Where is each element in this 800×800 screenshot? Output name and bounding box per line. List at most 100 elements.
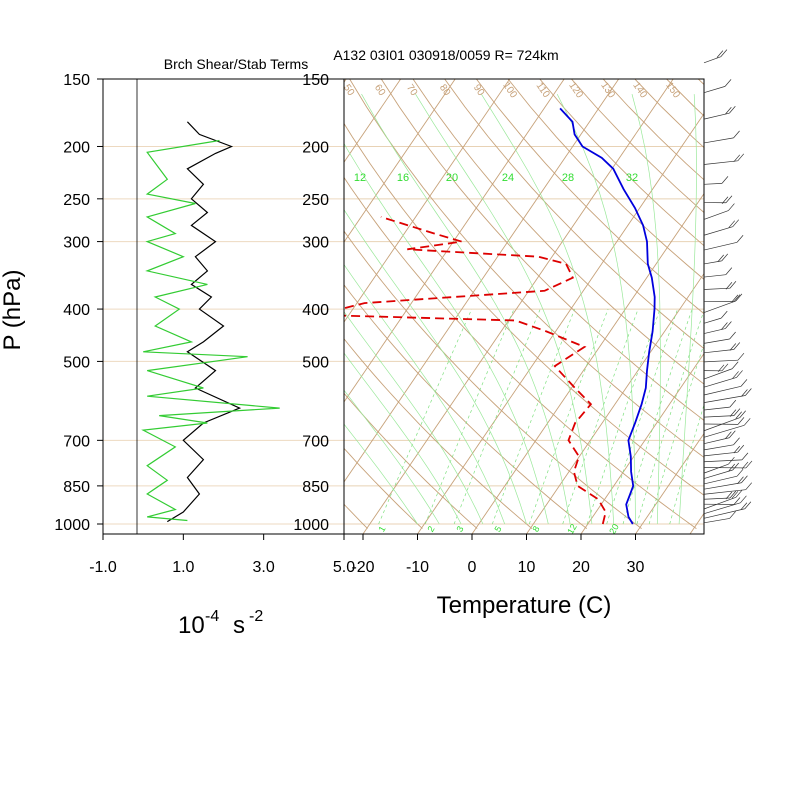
wind-barb-feather (721, 176, 729, 184)
wind-barb-feather (717, 254, 725, 263)
units-base: 10 (178, 612, 205, 639)
dry-adiabat (724, 0, 800, 529)
theta-label: 50 (341, 83, 357, 99)
wind-barb-feather (728, 463, 736, 472)
mixing-ratio-bottom-label: 12 (565, 522, 579, 536)
right-x-tick-label: 0 (468, 559, 477, 576)
wind-barb-feather (725, 281, 733, 290)
left-y-tick-label: 1000 (54, 517, 90, 534)
wind-barb-feather (725, 491, 733, 500)
wind-barb-feather (728, 456, 735, 465)
wind-barb-feather (745, 482, 753, 490)
isotherm (344, 79, 565, 403)
right-x-ticks: -20 -10 0 10 20 30 (351, 534, 645, 576)
mixing-ratio-bottom-label: 20 (607, 522, 621, 536)
wind-barb-staff (703, 469, 733, 479)
right-y-tick-label: 700 (302, 433, 329, 450)
right-x-tick-label: -10 (406, 559, 429, 576)
moist-adiabat (415, 93, 593, 525)
mixing-ratio-line (622, 308, 693, 525)
left-y-tick-label: 700 (63, 433, 90, 450)
wind-barb-staff (703, 395, 746, 403)
left-series-line-1 (141, 139, 280, 522)
right-x-tick-label: 20 (572, 559, 590, 576)
isotherm (580, 352, 704, 534)
wind-barb-staff (703, 368, 733, 380)
mixing-ratio-label: 20 (446, 172, 458, 184)
dry-adiabat (696, 0, 800, 529)
left-panel-title: Brch Shear/Stab Terms (164, 56, 308, 72)
wind-barbs (703, 49, 753, 524)
wind-barb-feather (741, 461, 749, 470)
theta-label: 90 (471, 83, 487, 99)
isotherm (417, 112, 704, 534)
wind-barb-feather (737, 153, 745, 162)
wind-barb-staff (703, 437, 730, 445)
wind-barb-feather (741, 389, 748, 397)
wind-barb-feather (735, 293, 743, 302)
wind-barb-feather (740, 379, 748, 387)
wind-barb-feather (725, 431, 732, 439)
wind-barb-staff (703, 508, 745, 519)
wind-barb-feather (717, 364, 725, 373)
wind-barb-staff (703, 459, 742, 463)
right-x-tick-label: -20 (351, 559, 374, 576)
wind-barb-feather (735, 411, 742, 419)
wind-barb-staff (703, 210, 729, 220)
wind-barb-staff (703, 463, 729, 474)
wind-barb-staff (703, 417, 740, 432)
theta-label: 120 (566, 80, 585, 100)
mixing-ratio-line (424, 308, 515, 525)
theta-label: 100 (500, 80, 519, 100)
wind-barb-feather (736, 468, 744, 477)
dry-adiabat (570, 79, 704, 214)
wind-barb-staff (703, 317, 722, 324)
dry-adiabat (507, 79, 704, 280)
units-label: 10 -4 s -2 (178, 608, 263, 639)
wind-barb-staff (703, 287, 730, 290)
moist-adiabat (556, 93, 636, 525)
mixing-ratio-line (378, 308, 473, 525)
wind-barb-feather (732, 219, 740, 227)
wind-barb-feather (725, 195, 733, 203)
right-x-tick-label: 30 (627, 559, 645, 576)
mixing-ratio-line (606, 308, 678, 525)
wind-barb-feather (741, 452, 749, 461)
moist-adiabat (344, 423, 418, 525)
mixing-ratio-label: 28 (562, 172, 574, 184)
wind-barb-feather (729, 280, 737, 289)
left-y-tick-label: 250 (63, 192, 90, 209)
isotherm (526, 272, 704, 534)
moist-adiabat (481, 93, 615, 525)
wind-barb-feather (733, 154, 741, 163)
moist-adiabat (344, 389, 440, 525)
left-y-tick-label: 300 (63, 235, 90, 252)
wind-barb-feather (744, 501, 752, 509)
wind-barb-feather (735, 490, 743, 498)
skew-t-series (344, 107, 656, 525)
wind-barb-staff (703, 424, 745, 438)
isotherm (471, 192, 704, 534)
wind-barb-feather (721, 253, 729, 262)
left-x-tick-label: 5.0 (333, 559, 355, 576)
right-y-tick-label: 500 (302, 354, 329, 371)
wind-barb-staff (703, 349, 734, 354)
left-y-tick-label: 200 (63, 139, 90, 156)
wind-barb-staff (703, 137, 734, 144)
wind-barb-feather (721, 196, 729, 204)
isotherm (344, 79, 402, 163)
mixing-ratio-bottom-label: 8 (530, 524, 541, 533)
isotherm (745, 79, 800, 534)
left-y-tick-label: 400 (63, 302, 90, 319)
pressure-axis-label: P (hPa) (0, 270, 26, 351)
wind-barb-staff (703, 451, 738, 457)
moist-adiabat (631, 94, 661, 525)
isotherm (344, 79, 620, 483)
wind-barb-staff (703, 415, 734, 418)
left-y-tick-label: 850 (63, 479, 90, 496)
units-s: s (233, 612, 245, 639)
wind-barb-staff (703, 518, 730, 524)
right-y-tick-label: 1000 (293, 517, 329, 534)
moist-adiabat (361, 93, 571, 525)
isotherm (344, 79, 456, 243)
